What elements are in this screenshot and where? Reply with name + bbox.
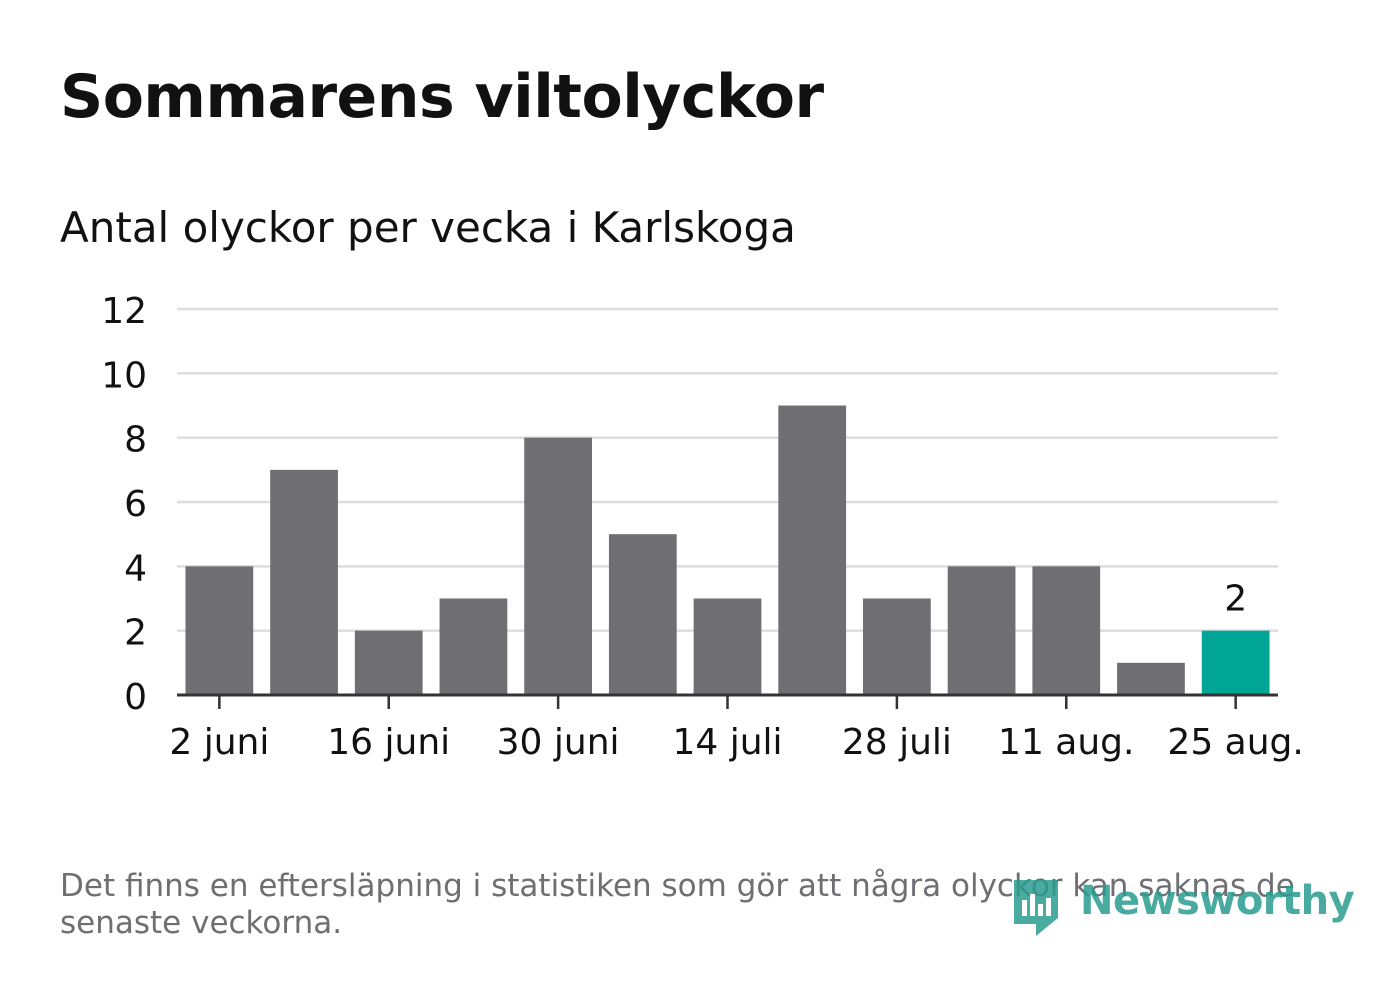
y-tick-label: 2 [124,613,147,654]
bar-chart: 0 2 4 6 8 10 12 2 juni 16 juni 30 juni 14 juli 28 j… [101,291,1304,763]
chart-title: Sommarens viltolyckor [60,62,824,132]
bar [947,566,1016,695]
y-tick-label: 4 [124,548,147,589]
bar [1201,630,1270,695]
x-tick-label: 30 juni [497,722,620,763]
footnote: Det finns en eftersläpning i statistiken… [60,868,1295,941]
x-tick-label: 16 juni [327,722,450,763]
y-tick-label: 12 [101,291,147,332]
chart-subtitle: Antal olyckor per vecka i Karlskoga [60,203,796,252]
x-tick-label: 14 juli [672,722,782,763]
brand-name: Newsworthy [1080,878,1355,924]
newsworthy-logo-icon [1014,880,1058,936]
y-tick-label: 10 [101,355,147,396]
data-label: 2 [1224,579,1247,620]
bar [1117,662,1185,695]
bar [608,534,677,695]
bar [863,598,931,695]
y-tick-label: 6 [124,484,147,525]
bar [693,598,762,695]
x-tick-label: 11 aug. [998,722,1134,763]
y-tick-label: 0 [124,677,147,718]
bar [270,469,338,695]
x-tick-label: 25 aug. [1167,722,1303,763]
bar [1032,566,1101,695]
bar [778,405,847,695]
y-tick-label: 8 [124,420,147,461]
bar [354,630,423,695]
bar [185,566,254,695]
bar [524,437,592,695]
bar [439,598,508,695]
x-tick-label: 2 juni [169,722,269,763]
x-tick-label: 28 juli [842,722,952,763]
